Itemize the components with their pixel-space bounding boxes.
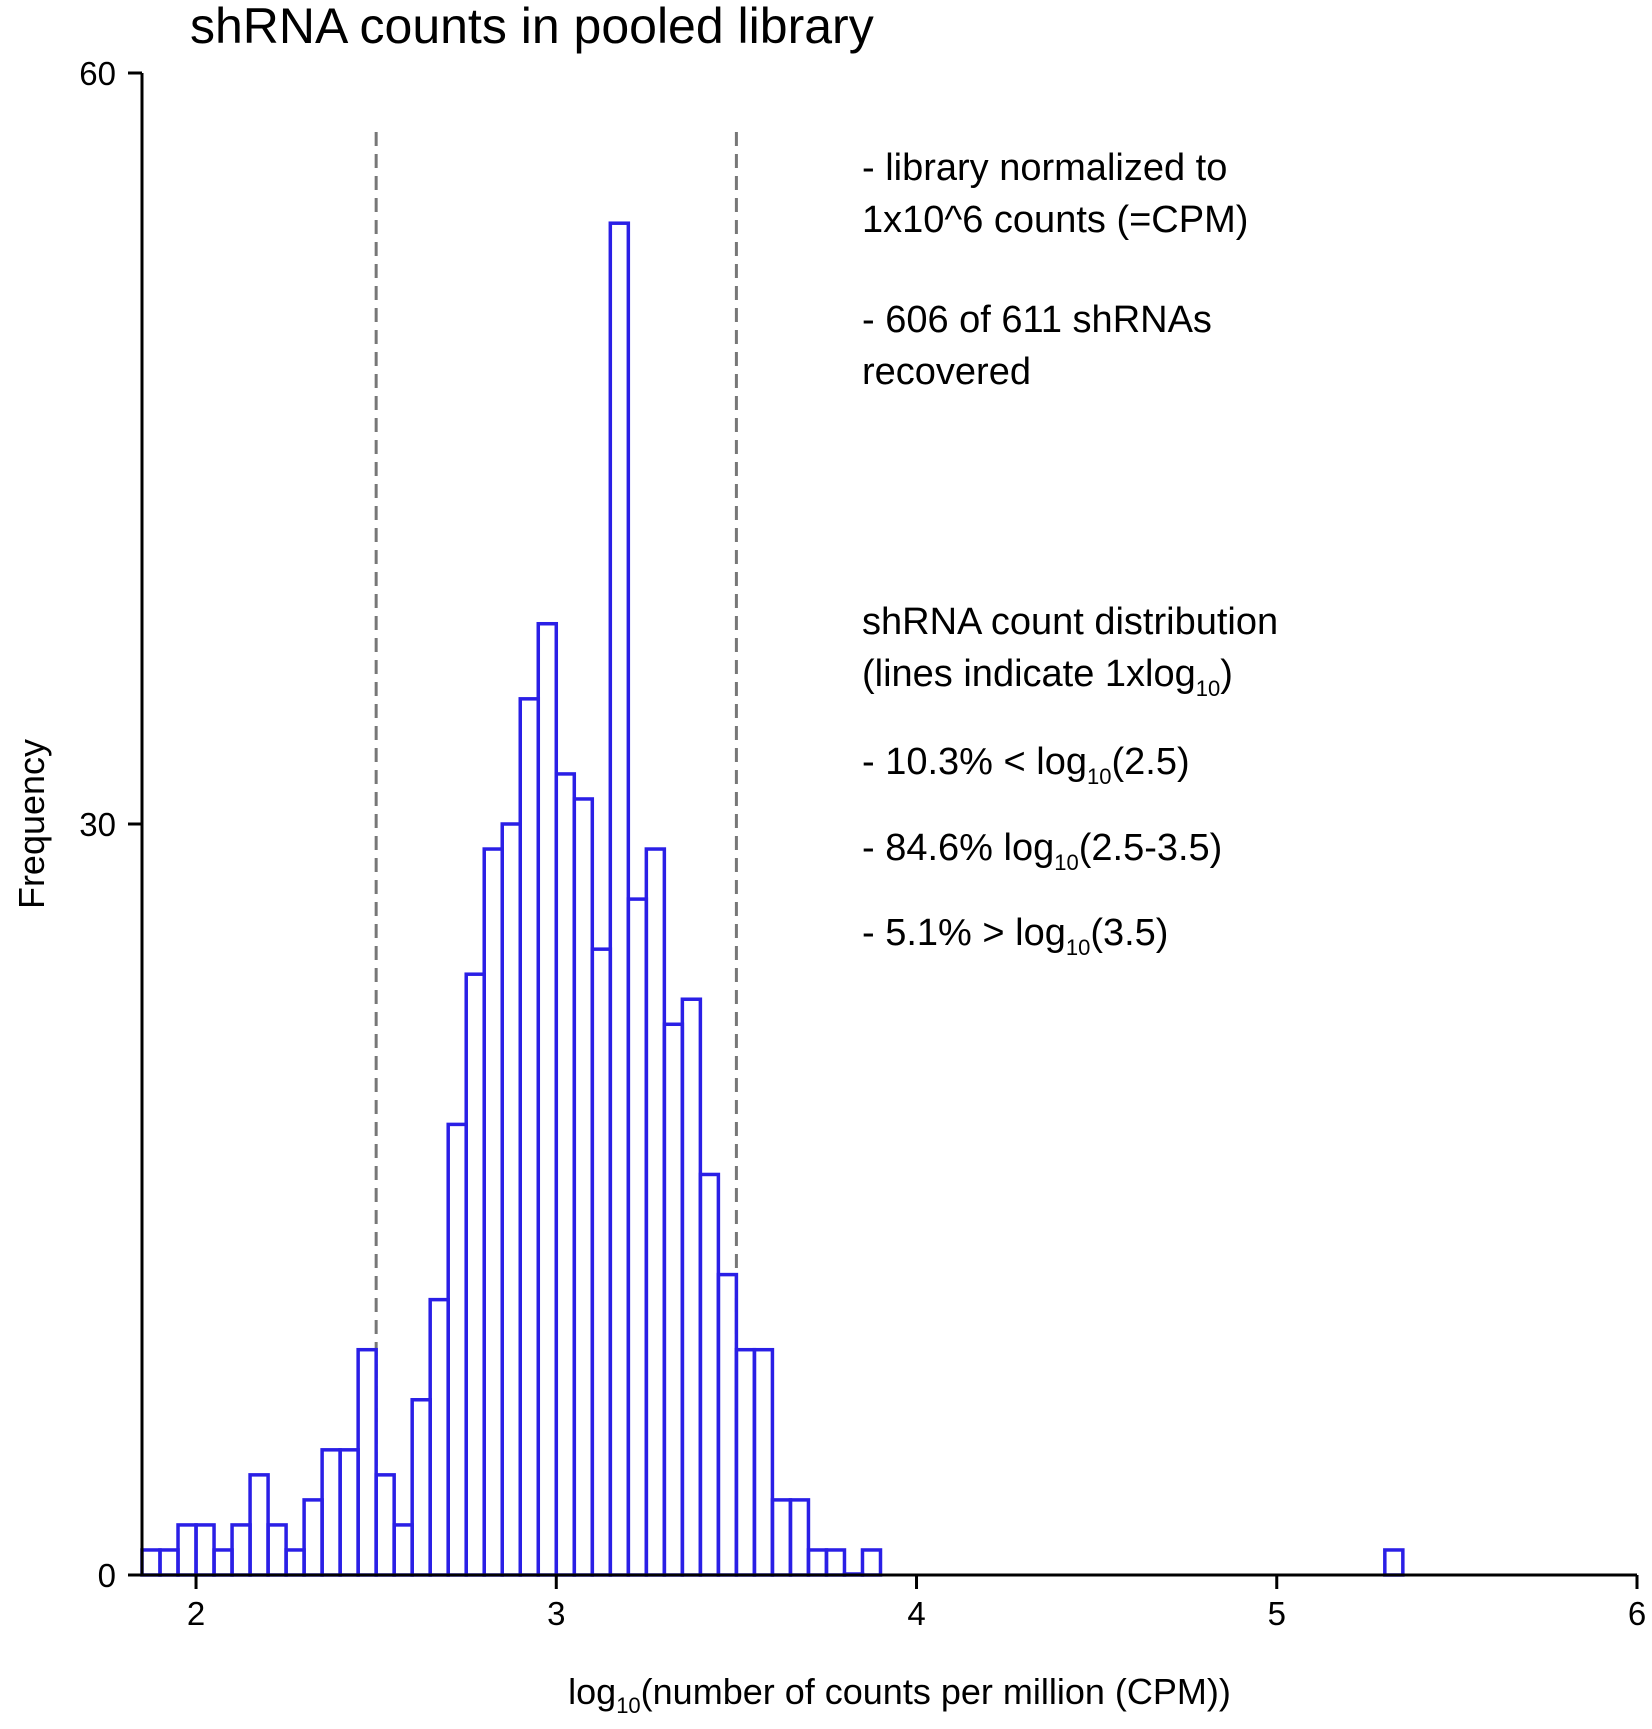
y-axis-label: Frequency [11,739,52,909]
x-tick-label: 5 [1268,1595,1286,1632]
annotation-text: shRNA count distribution [862,601,1278,643]
histogram-bar [518,697,541,1577]
annotation-text: - 606 of 611 shRNAs [862,299,1212,341]
annotation-text: (2.5) [1111,741,1189,783]
annotation-text: (lines indicate 1xlog [862,653,1196,695]
annotation-subscript: 10 [1087,764,1111,789]
histogram-bar [266,1523,288,1577]
x-tick-label: 3 [547,1595,565,1632]
annotation-n3: shRNA count distribution (lines indicate … [862,601,1278,701]
histogram-bar [572,797,595,1577]
annotation-line: - 10.3% < log10(2.5) [862,741,1190,789]
histogram-bar [374,1473,396,1577]
annotation-line: - library normalized to [862,147,1227,189]
annotation-text: - 10.3% < log [862,741,1087,783]
annotation-n4: - 10.3% < log10(2.5) [862,741,1190,789]
histogram-bar [464,972,486,1577]
histogram-bar [752,1347,775,1577]
histogram-bar [734,1347,757,1577]
histogram-bar [176,1523,198,1577]
annotation-n5: - 84.6% log10(2.5-3.5) [862,827,1222,875]
x-label-text: (number of counts per million (CPM)) [641,1671,1231,1712]
annotation-text: (2.5-3.5) [1079,827,1223,869]
histogram-bar [446,1122,468,1577]
histogram-bar [482,847,504,1577]
annotation-line: (lines indicate 1xlog10) [862,653,1233,701]
histogram-bar [284,1548,306,1577]
histogram-bar [356,1347,378,1577]
x-label-text: log [568,1671,616,1712]
histogram-bar [788,1498,811,1577]
histogram-bar [320,1448,342,1577]
annotation-subscript: 10 [1196,676,1220,701]
histogram-bar [608,221,631,1577]
annotation-text: 1x10^6 counts (=CPM) [862,199,1248,241]
histogram-bar [392,1523,414,1577]
annotation-text: recovered [862,351,1031,393]
x-tick-label: 2 [187,1595,205,1632]
histogram-bar [194,1523,216,1577]
chart-title: shRNA counts in pooled library [190,0,874,54]
histogram-bar [824,1548,847,1577]
annotation-subscript: 10 [1066,935,1090,960]
histogram-bar [500,822,523,1577]
annotation-n1: - library normalized to 1x10^6 counts (=C… [862,147,1248,241]
annotation-subscript: 10 [1054,850,1078,875]
annotation-text: - 5.1% > log [862,912,1066,954]
histogram-bar [662,1022,685,1577]
histogram-bar [428,1297,450,1577]
histogram-bar [860,1548,883,1577]
histogram-bar [410,1398,432,1577]
annotation-text: (3.5) [1090,912,1168,954]
histogram-bar [338,1448,360,1577]
histogram-bar [644,847,667,1577]
annotation-line: 1x10^6 counts (=CPM) [862,199,1248,241]
histogram-bar [158,1548,180,1577]
x-label-subscript: 10 [616,1693,640,1718]
annotation-n2: - 606 of 611 shRNAs recovered [862,299,1212,393]
histogram-bar [1383,1548,1405,1577]
annotation-text: - 84.6% log [862,827,1054,869]
histogram-bar [554,772,577,1577]
x-axis-label: log10(number of counts per million (CPM)… [568,1671,1231,1718]
histogram-bar [212,1548,234,1577]
annotation-line: shRNA count distribution [862,601,1278,643]
x-tick-label: 4 [907,1595,925,1632]
histogram-bar [716,1272,739,1577]
histogram-bar [806,1548,829,1577]
annotation-text: - library normalized to [862,147,1227,189]
annotation-text: ) [1220,653,1233,695]
histogram-bar [626,897,649,1577]
histogram-bar [680,997,703,1577]
histogram-bar [302,1498,324,1577]
histogram-bar [230,1523,252,1577]
histogram-bar [698,1172,721,1577]
annotation-line: - 5.1% > log10(3.5) [862,912,1168,960]
y-tick-label: 0 [98,1557,116,1594]
histogram-bar [140,1548,162,1577]
annotations: - library normalized to 1x10^6 counts (=C… [862,147,1278,960]
histogram-bar [248,1473,270,1577]
y-tick-label: 30 [79,806,116,843]
x-tick-label: 6 [1628,1595,1646,1632]
histogram-bar [590,947,613,1577]
histogram-bar [770,1498,793,1577]
annotation-line: - 606 of 611 shRNAs [862,299,1212,341]
histogram-bars [140,221,1405,1577]
annotation-line: recovered [862,351,1031,393]
histogram-bar [536,621,559,1577]
annotation-line: - 84.6% log10(2.5-3.5) [862,827,1222,875]
annotation-n6: - 5.1% > log10(3.5) [862,912,1168,960]
y-tick-label: 60 [79,55,116,92]
